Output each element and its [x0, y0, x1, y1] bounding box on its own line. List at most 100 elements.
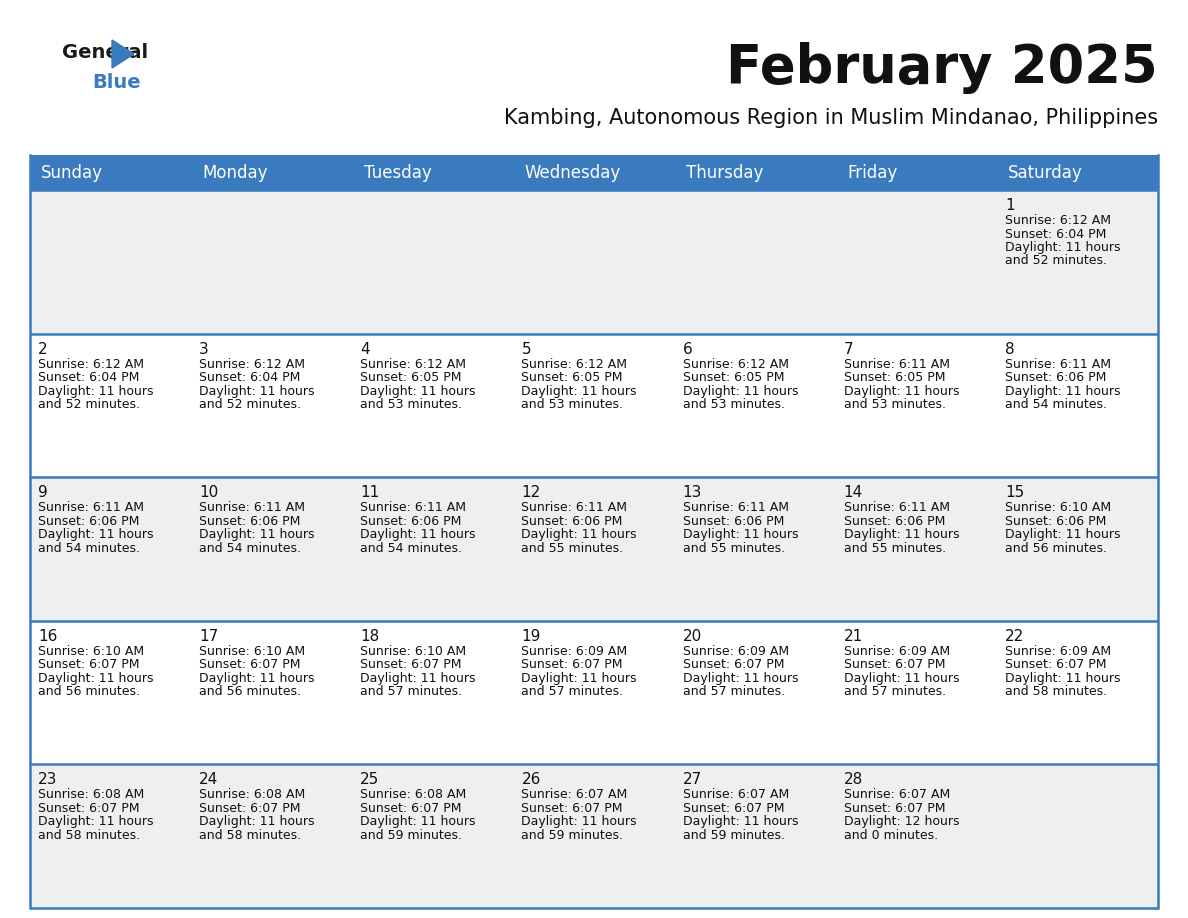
Bar — [191, 765, 353, 908]
Text: Daylight: 11 hours: Daylight: 11 hours — [522, 528, 637, 542]
Text: and 52 minutes.: and 52 minutes. — [1005, 254, 1107, 267]
Text: and 52 minutes.: and 52 minutes. — [200, 398, 301, 411]
Text: and 54 minutes.: and 54 minutes. — [200, 542, 301, 554]
Text: February 2025: February 2025 — [726, 42, 1158, 94]
Text: 2: 2 — [38, 341, 48, 356]
Text: Sunset: 6:05 PM: Sunset: 6:05 PM — [843, 371, 946, 384]
Text: 3: 3 — [200, 341, 209, 356]
Text: 19: 19 — [522, 629, 541, 644]
Text: Sunset: 6:06 PM: Sunset: 6:06 PM — [1005, 515, 1106, 528]
Text: Sunrise: 6:11 AM: Sunrise: 6:11 AM — [843, 358, 949, 371]
Text: and 53 minutes.: and 53 minutes. — [360, 398, 462, 411]
Text: Daylight: 11 hours: Daylight: 11 hours — [683, 385, 798, 397]
Bar — [835, 477, 997, 621]
Text: Sunrise: 6:07 AM: Sunrise: 6:07 AM — [522, 789, 627, 801]
Bar — [353, 765, 513, 908]
Text: Sunset: 6:04 PM: Sunset: 6:04 PM — [1005, 228, 1106, 241]
Text: 21: 21 — [843, 629, 862, 644]
Text: Daylight: 11 hours: Daylight: 11 hours — [360, 385, 475, 397]
Bar — [675, 190, 835, 333]
Text: Sunset: 6:07 PM: Sunset: 6:07 PM — [1005, 658, 1106, 671]
Text: and 53 minutes.: and 53 minutes. — [522, 398, 624, 411]
Text: Sunset: 6:06 PM: Sunset: 6:06 PM — [360, 515, 462, 528]
Bar — [353, 477, 513, 621]
Text: Sunset: 6:04 PM: Sunset: 6:04 PM — [38, 371, 139, 384]
Text: Daylight: 11 hours: Daylight: 11 hours — [360, 815, 475, 828]
Text: Daylight: 11 hours: Daylight: 11 hours — [843, 672, 959, 685]
Text: Tuesday: Tuesday — [364, 163, 431, 182]
Text: and 55 minutes.: and 55 minutes. — [522, 542, 624, 554]
Text: Daylight: 11 hours: Daylight: 11 hours — [1005, 672, 1120, 685]
Text: 6: 6 — [683, 341, 693, 356]
Text: 16: 16 — [38, 629, 57, 644]
Text: Sunrise: 6:12 AM: Sunrise: 6:12 AM — [200, 358, 305, 371]
Bar — [513, 477, 675, 621]
Text: Daylight: 11 hours: Daylight: 11 hours — [38, 385, 153, 397]
Text: Daylight: 11 hours: Daylight: 11 hours — [200, 385, 315, 397]
Text: Sunrise: 6:11 AM: Sunrise: 6:11 AM — [1005, 358, 1111, 371]
Text: Sunrise: 6:11 AM: Sunrise: 6:11 AM — [522, 501, 627, 514]
Text: Daylight: 11 hours: Daylight: 11 hours — [200, 815, 315, 828]
Text: 15: 15 — [1005, 486, 1024, 500]
Bar — [30, 621, 191, 765]
Text: Sunday: Sunday — [42, 163, 103, 182]
Bar — [997, 333, 1158, 477]
Text: Sunset: 6:07 PM: Sunset: 6:07 PM — [522, 658, 623, 671]
Text: 7: 7 — [843, 341, 853, 356]
Text: Sunrise: 6:11 AM: Sunrise: 6:11 AM — [843, 501, 949, 514]
Text: Daylight: 11 hours: Daylight: 11 hours — [38, 815, 153, 828]
Text: Sunset: 6:06 PM: Sunset: 6:06 PM — [683, 515, 784, 528]
Text: Daylight: 11 hours: Daylight: 11 hours — [843, 385, 959, 397]
Text: Daylight: 11 hours: Daylight: 11 hours — [360, 672, 475, 685]
Text: 11: 11 — [360, 486, 379, 500]
Text: Sunset: 6:07 PM: Sunset: 6:07 PM — [200, 658, 301, 671]
Text: 1: 1 — [1005, 198, 1015, 213]
Text: Sunset: 6:05 PM: Sunset: 6:05 PM — [522, 371, 623, 384]
Text: 17: 17 — [200, 629, 219, 644]
Bar — [513, 765, 675, 908]
Text: and 59 minutes.: and 59 minutes. — [360, 829, 462, 842]
Bar — [191, 477, 353, 621]
Text: Sunset: 6:05 PM: Sunset: 6:05 PM — [360, 371, 462, 384]
Text: Sunset: 6:07 PM: Sunset: 6:07 PM — [38, 802, 139, 815]
Bar — [191, 190, 353, 333]
Text: Wednesday: Wednesday — [525, 163, 621, 182]
Text: and 56 minutes.: and 56 minutes. — [200, 686, 301, 699]
Text: Daylight: 11 hours: Daylight: 11 hours — [683, 815, 798, 828]
Text: 20: 20 — [683, 629, 702, 644]
Bar — [30, 190, 191, 333]
Text: Thursday: Thursday — [685, 163, 763, 182]
Text: and 58 minutes.: and 58 minutes. — [38, 829, 140, 842]
Text: Sunrise: 6:12 AM: Sunrise: 6:12 AM — [1005, 214, 1111, 227]
Text: and 56 minutes.: and 56 minutes. — [1005, 542, 1107, 554]
Text: Sunset: 6:06 PM: Sunset: 6:06 PM — [200, 515, 301, 528]
Text: Sunrise: 6:10 AM: Sunrise: 6:10 AM — [38, 644, 144, 658]
Text: Daylight: 11 hours: Daylight: 11 hours — [38, 528, 153, 542]
Bar — [675, 765, 835, 908]
Text: Daylight: 11 hours: Daylight: 11 hours — [683, 672, 798, 685]
Bar — [513, 333, 675, 477]
Text: and 57 minutes.: and 57 minutes. — [843, 686, 946, 699]
Bar — [997, 190, 1158, 333]
Text: 4: 4 — [360, 341, 369, 356]
Text: Sunrise: 6:07 AM: Sunrise: 6:07 AM — [843, 789, 950, 801]
Text: Daylight: 11 hours: Daylight: 11 hours — [38, 672, 153, 685]
Text: Sunrise: 6:10 AM: Sunrise: 6:10 AM — [200, 644, 305, 658]
Text: 18: 18 — [360, 629, 379, 644]
Text: Daylight: 11 hours: Daylight: 11 hours — [522, 815, 637, 828]
Text: and 54 minutes.: and 54 minutes. — [1005, 398, 1107, 411]
Bar — [30, 477, 191, 621]
Text: Sunset: 6:07 PM: Sunset: 6:07 PM — [683, 658, 784, 671]
Text: Sunrise: 6:10 AM: Sunrise: 6:10 AM — [1005, 501, 1111, 514]
Text: Daylight: 11 hours: Daylight: 11 hours — [1005, 385, 1120, 397]
Text: Monday: Monday — [202, 163, 268, 182]
Text: Sunrise: 6:08 AM: Sunrise: 6:08 AM — [200, 789, 305, 801]
Text: Sunrise: 6:09 AM: Sunrise: 6:09 AM — [683, 644, 789, 658]
Text: Sunrise: 6:12 AM: Sunrise: 6:12 AM — [522, 358, 627, 371]
Text: Daylight: 11 hours: Daylight: 11 hours — [1005, 528, 1120, 542]
Bar — [835, 333, 997, 477]
Text: 13: 13 — [683, 486, 702, 500]
Text: 27: 27 — [683, 772, 702, 788]
Bar — [191, 333, 353, 477]
Bar — [191, 621, 353, 765]
